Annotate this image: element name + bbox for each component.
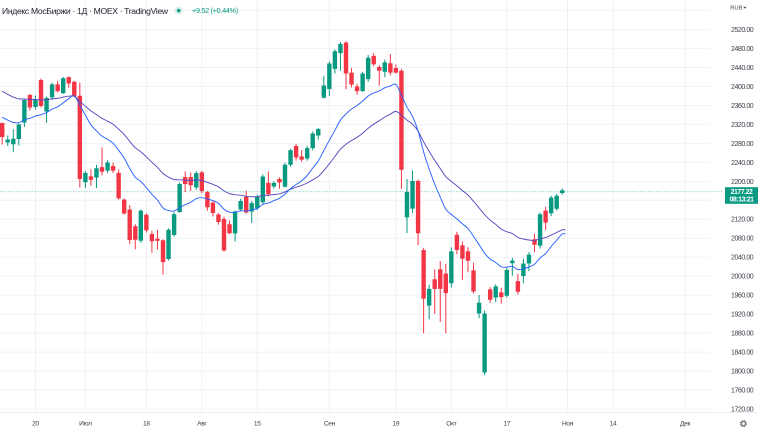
svg-text:Индекс МосБиржи · 1Д · MOEX ·: Индекс МосБиржи · 1Д · MOEX · TradingVie…: [2, 6, 169, 16]
svg-text:Авг: Авг: [197, 420, 207, 427]
svg-text:2200.00: 2200.00: [731, 179, 754, 186]
svg-text:20: 20: [32, 420, 39, 427]
svg-text:Сен: Сен: [324, 420, 336, 427]
svg-text:1720.00: 1720.00: [731, 406, 754, 413]
svg-text:2280.00: 2280.00: [731, 141, 754, 148]
svg-text:18: 18: [143, 420, 150, 427]
svg-text:1960.00: 1960.00: [731, 293, 754, 300]
svg-text:2360.00: 2360.00: [731, 103, 754, 110]
svg-text:1880.00: 1880.00: [731, 331, 754, 338]
svg-text:2080.00: 2080.00: [731, 236, 754, 243]
svg-text:2040.00: 2040.00: [731, 255, 754, 262]
svg-text:+9.52 (+0.44%): +9.52 (+0.44%): [192, 6, 238, 15]
svg-text:1840.00: 1840.00: [731, 350, 754, 357]
svg-text:17: 17: [504, 420, 511, 427]
svg-text:2480.00: 2480.00: [731, 46, 754, 53]
svg-text:1800.00: 1800.00: [731, 369, 754, 376]
svg-text:RUB: RUB: [730, 5, 742, 11]
svg-text:2520.00: 2520.00: [731, 27, 754, 34]
svg-text:14: 14: [610, 420, 617, 427]
svg-text:15: 15: [254, 420, 261, 427]
svg-text:Июл: Июл: [79, 420, 92, 427]
svg-text:2120.00: 2120.00: [731, 217, 754, 224]
svg-text:2440.00: 2440.00: [731, 65, 754, 72]
svg-text:2000.00: 2000.00: [731, 274, 754, 281]
svg-text:1760.00: 1760.00: [731, 387, 754, 394]
svg-text:Дек: Дек: [680, 420, 691, 427]
svg-text:Ноя: Ноя: [562, 420, 574, 427]
svg-text:2177.22: 2177.22: [731, 189, 753, 196]
svg-text:1920.00: 1920.00: [731, 312, 754, 319]
svg-text:2240.00: 2240.00: [731, 160, 754, 167]
svg-text:Окт: Окт: [446, 420, 456, 427]
svg-text:19: 19: [393, 420, 400, 427]
svg-text:08:13:21: 08:13:21: [729, 196, 754, 203]
svg-text:2320.00: 2320.00: [731, 122, 754, 129]
svg-text:2400.00: 2400.00: [731, 84, 754, 91]
